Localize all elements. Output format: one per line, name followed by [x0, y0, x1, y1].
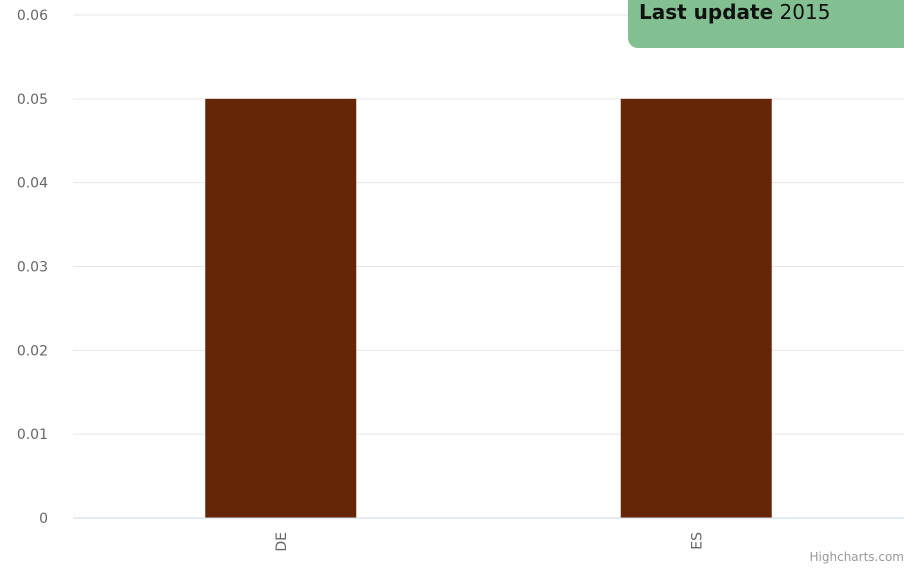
x-tick-label: DE: [274, 532, 290, 552]
y-tick-label: 0.02: [17, 343, 48, 359]
x-tick-label: ES: [689, 532, 705, 550]
bar-de[interactable]: [205, 98, 357, 518]
last-update-label: Last update: [639, 0, 774, 24]
grid-lines: [73, 14, 904, 435]
last-update-text: Last update 2015: [639, 0, 830, 24]
y-tick-label: 0.01: [17, 427, 48, 443]
x-axis-ticks: DE ES: [274, 532, 706, 552]
y-axis-ticks: 0 0.01 0.02 0.03 0.04 0.05 0.06: [17, 8, 48, 527]
bar-es[interactable]: [620, 98, 772, 518]
bars: [205, 98, 772, 518]
y-tick-label: 0.04: [17, 176, 48, 192]
y-tick-label: 0: [39, 511, 48, 527]
y-tick-label: 0.05: [17, 92, 48, 108]
last-update-badge: [628, 0, 904, 48]
last-update-year: 2015: [779, 0, 831, 24]
y-tick-label: 0.03: [17, 260, 48, 276]
y-tick-label: 0.06: [17, 8, 48, 24]
highcharts-credit[interactable]: Highcharts.com: [809, 550, 904, 564]
